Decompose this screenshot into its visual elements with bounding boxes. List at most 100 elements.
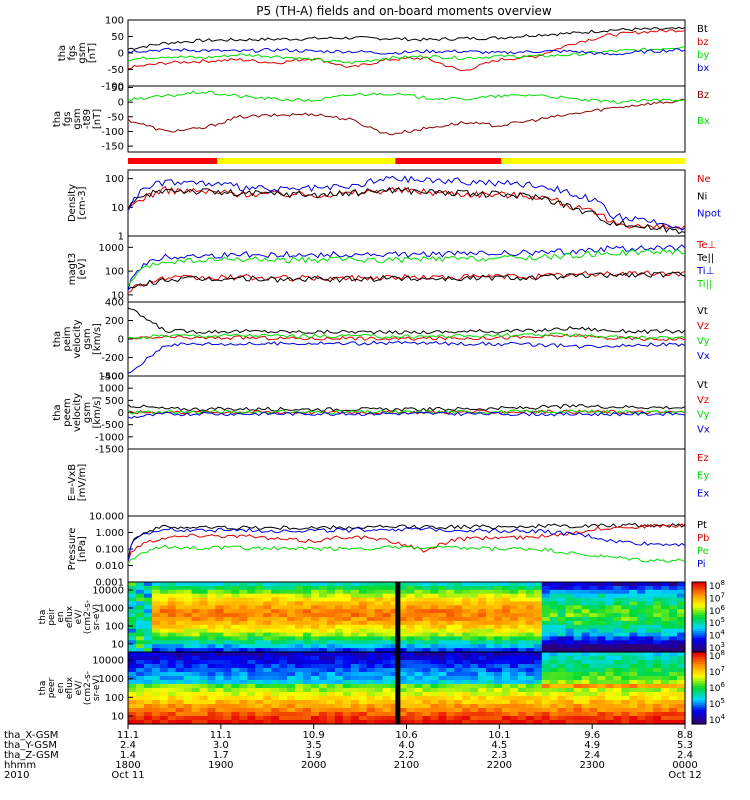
heat-cell: [509, 620, 519, 626]
heat-cell: [581, 656, 591, 661]
colorbar-swatch: [692, 631, 706, 634]
heat-cell: [462, 624, 471, 630]
heat-cell: [295, 676, 304, 681]
panel-frame: [127, 375, 686, 450]
heat-cell: [517, 644, 527, 649]
heat-cell: [279, 692, 288, 697]
heat-cell: [326, 585, 336, 591]
heat-cell: [231, 648, 240, 653]
heat-cell: [613, 589, 622, 595]
heat-cell: [446, 589, 455, 595]
heat-cell: [295, 656, 304, 661]
heat-cell: [143, 692, 153, 697]
heat-cell: [517, 613, 527, 618]
heat-cell: [478, 593, 487, 599]
heat-cell: [509, 660, 519, 665]
heat-cell: [398, 656, 408, 661]
heat-cell: [565, 684, 575, 689]
heat-cell: [438, 582, 447, 587]
heat-cell: [478, 704, 487, 709]
heat-cell: [358, 708, 368, 713]
series-line-Ni: [127, 186, 686, 235]
heat-cell: [231, 672, 240, 677]
heat-cell: [581, 624, 591, 630]
heat-cell: [342, 585, 352, 591]
heat-cell: [438, 688, 447, 693]
heat-cell: [358, 597, 368, 603]
heat-cell: [207, 636, 217, 641]
heat-cell: [390, 704, 400, 709]
heat-cell: [342, 664, 352, 669]
heat-cell: [191, 684, 201, 689]
heat-cell: [358, 632, 368, 638]
heat-cell: [326, 680, 336, 685]
heat-cell: [311, 716, 320, 721]
heat-cell: [581, 593, 591, 599]
heat-cell: [669, 620, 678, 626]
heat-cell: [136, 716, 145, 721]
heat-cell: [462, 589, 471, 595]
heat-cell: [470, 708, 479, 713]
heat-cell: [350, 692, 360, 697]
heat-cell: [239, 617, 248, 622]
heat-cell: [462, 684, 471, 689]
legend-Vt: Vt: [697, 306, 708, 317]
heat-cell: [597, 640, 607, 645]
heat-cell: [191, 589, 201, 595]
heat-cell: [279, 700, 288, 705]
heat-cell: [342, 605, 352, 610]
heat-cell: [271, 644, 280, 649]
heat-cell: [677, 672, 686, 677]
heat-cell: [374, 589, 384, 595]
heat-cell: [311, 613, 320, 618]
colorbar-swatch: [692, 702, 706, 706]
heat-cell: [342, 708, 352, 713]
heat-cell: [207, 601, 217, 606]
heat-cell: [215, 652, 225, 657]
heat-cell: [653, 644, 662, 649]
heat-cell: [621, 589, 630, 595]
heat-cell: [661, 613, 670, 618]
heat-cell: [669, 672, 678, 677]
colorbar-swatch: [692, 685, 706, 689]
heat-cell: [661, 601, 670, 606]
heat-cell: [414, 652, 424, 657]
heat-cell: [342, 636, 352, 641]
heat-cell: [597, 672, 607, 677]
heat-cell: [629, 680, 638, 685]
heat-cell: [438, 620, 447, 626]
heat-cell: [669, 593, 678, 599]
heat-cell: [422, 585, 431, 591]
heat-cell: [183, 688, 193, 693]
heat-cell: [287, 632, 296, 638]
legend-Vt: Vt: [697, 380, 708, 391]
heat-cell: [502, 700, 511, 705]
mode-segment: [217, 158, 396, 164]
heat-cell: [382, 664, 392, 669]
footer-value: 1900: [208, 760, 233, 771]
footer-value: 3.0: [213, 740, 229, 751]
heat-cell: [287, 708, 296, 713]
y-tick-label: 100: [105, 16, 124, 27]
heat-cell: [231, 708, 240, 713]
heat-cell: [517, 652, 527, 657]
heat-cell: [406, 644, 416, 649]
heat-cell: [494, 628, 503, 634]
mode-segment: [395, 158, 502, 164]
series-line-Ti||: [127, 248, 686, 287]
heat-cell: [502, 672, 511, 677]
heat-cell: [128, 668, 137, 673]
heat-cell: [295, 605, 304, 610]
heat-cell: [128, 644, 137, 649]
colorbar-swatch: [692, 593, 706, 597]
heat-cell: [406, 692, 416, 697]
heat-cell: [319, 652, 328, 657]
heat-cell: [669, 624, 678, 630]
heat-cell: [406, 617, 416, 622]
heat-cell: [159, 613, 169, 618]
heat-cell: [597, 593, 607, 599]
heat-cell: [581, 601, 591, 606]
heat-cell: [533, 609, 543, 614]
heat-cell: [374, 708, 384, 713]
heat-cell: [573, 708, 583, 713]
